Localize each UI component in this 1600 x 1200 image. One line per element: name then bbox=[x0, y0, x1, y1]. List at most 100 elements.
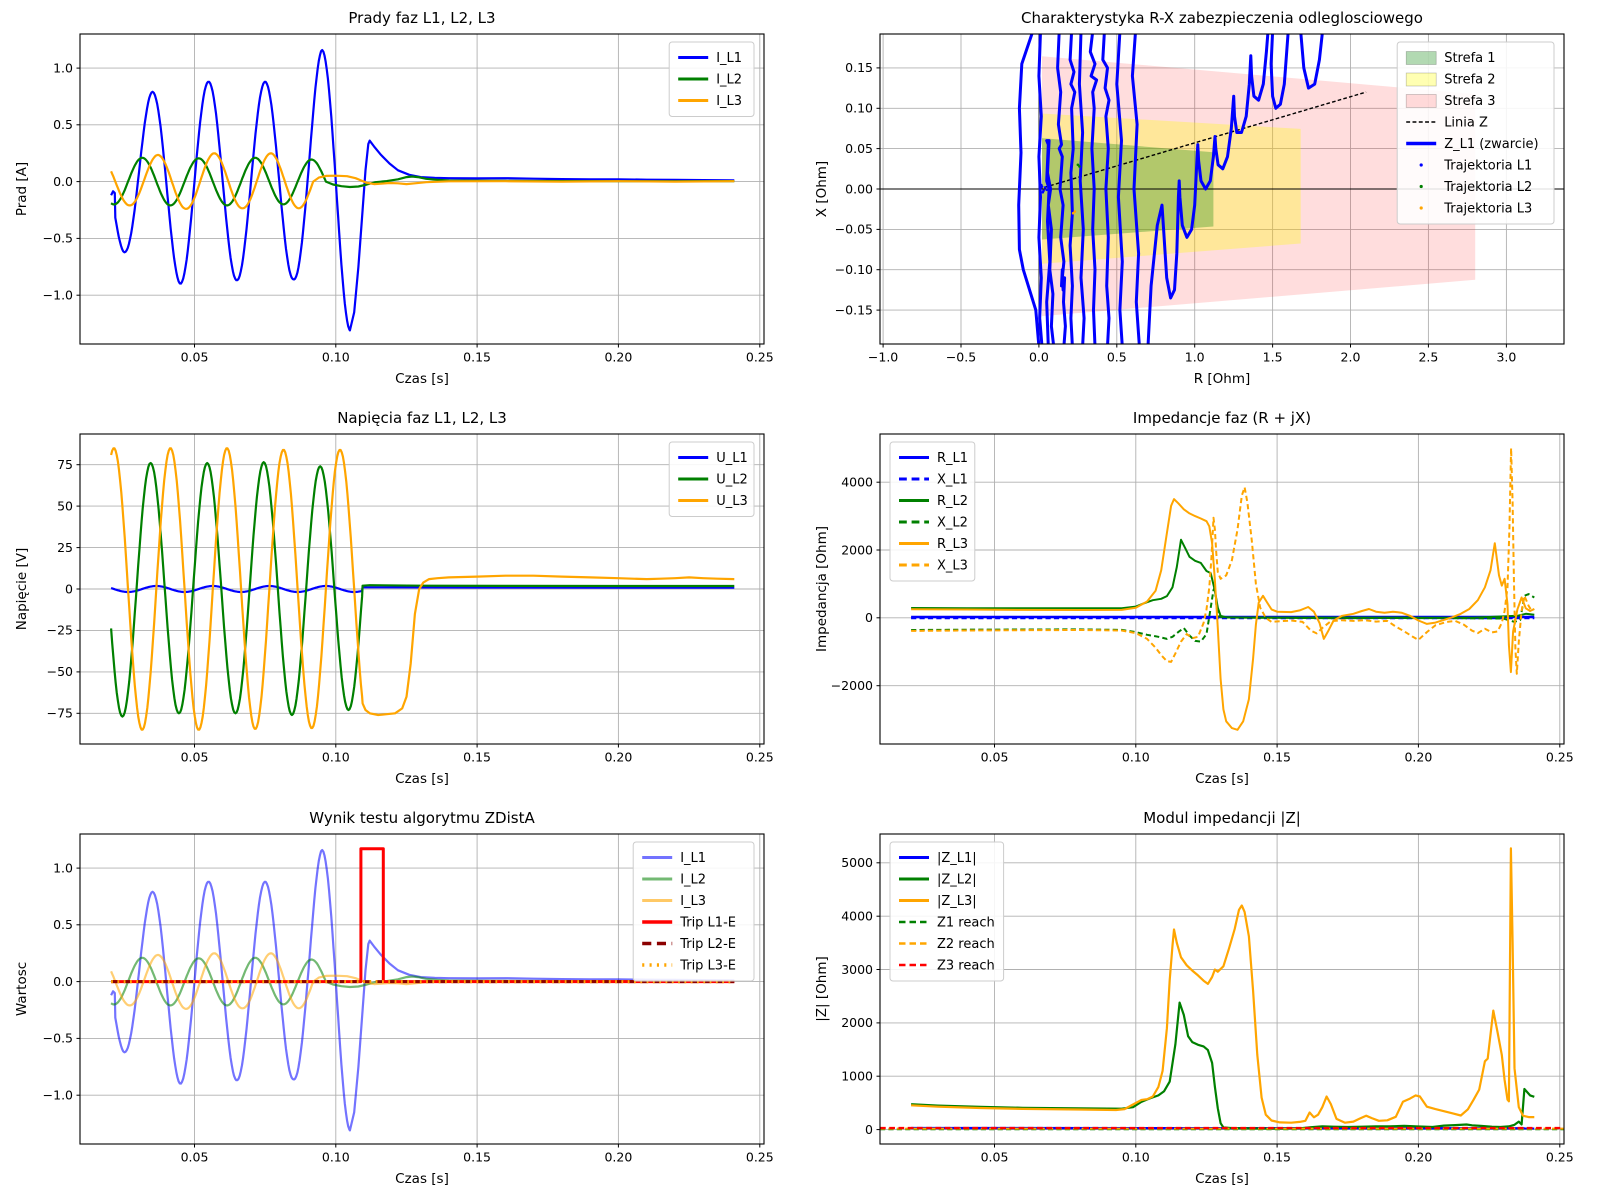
series-trajektoria-l3 bbox=[1071, 210, 1077, 215]
tick-label-y: 0 bbox=[65, 581, 73, 596]
legend-label: I_L2 bbox=[680, 873, 706, 888]
legend-label: I_L1 bbox=[716, 51, 742, 66]
legend-label: R_L2 bbox=[937, 494, 968, 509]
y-axis-label: Napięcie [V] bbox=[14, 548, 30, 631]
tick-label-y: 4000 bbox=[841, 909, 873, 924]
legend-label: Z3 reach bbox=[937, 959, 995, 974]
tick-label-x: 0.25 bbox=[746, 750, 774, 765]
tick-label-x: 0.20 bbox=[1404, 1150, 1432, 1165]
legend-label: Z_L1 (zwarcie) bbox=[1444, 137, 1538, 152]
tick-label-x: 2.5 bbox=[1418, 350, 1438, 365]
legend-box bbox=[889, 841, 1005, 982]
tick-labels: 0.05 0.10 0.15 0.20 0.25 −2000 0 2000 4000 bbox=[831, 475, 1574, 765]
tick-label-y: 0.00 bbox=[845, 181, 873, 196]
subplot-impedancje: 0.05 0.10 0.15 0.20 0.25 −2000 0 2000 4000 Czas [… bbox=[800, 400, 1600, 800]
plot-area bbox=[880, 34, 1564, 344]
legend-patch bbox=[1405, 94, 1437, 108]
legend-marker bbox=[1419, 184, 1423, 189]
legend-label: Strefa 2 bbox=[1444, 73, 1495, 88]
legend-label: I_L2 bbox=[716, 73, 742, 88]
plot-area bbox=[110, 48, 735, 332]
legend-label: Trip L1-E bbox=[679, 916, 736, 931]
tick-label-y: −25 bbox=[47, 623, 73, 638]
tick-label-y: 0.5 bbox=[53, 117, 73, 132]
tick-label-x: 0.10 bbox=[322, 350, 350, 365]
tick-labels: 0.05 0.10 0.15 0.20 0.25 −75 −50 −25 0 25 50 75 bbox=[47, 457, 774, 765]
series-i_l2 bbox=[110, 156, 735, 207]
legend-label: X_L2 bbox=[937, 516, 968, 531]
y-axis-label: Prad [A] bbox=[14, 162, 30, 216]
series-i_l2 bbox=[110, 956, 735, 1007]
y-axis-label: |Z| [Ohm] bbox=[814, 956, 830, 1022]
axes-spines bbox=[79, 833, 765, 1145]
plot-title: Napięcia faz L1, L2, L3 bbox=[337, 409, 507, 427]
series-trajektoria-l2 bbox=[1076, 163, 1081, 168]
plot-area bbox=[911, 447, 1535, 731]
legend-box bbox=[632, 841, 755, 982]
tick-label-x: 0.25 bbox=[1546, 1150, 1574, 1165]
legend-label: Strefa 1 bbox=[1444, 51, 1495, 66]
plot-title: Charakterystyka R-X zabezpieczenia odleg… bbox=[1021, 9, 1423, 27]
scatter-point bbox=[1043, 186, 1047, 189]
tick-label-x: 0.25 bbox=[746, 350, 774, 365]
scatter-point bbox=[1040, 183, 1043, 187]
series-i_l3 bbox=[110, 152, 735, 210]
tick-label-x: 0.05 bbox=[181, 1150, 209, 1165]
series-|z_l3| bbox=[911, 847, 1535, 1124]
legend-label: X_L3 bbox=[937, 559, 968, 574]
legend: |Z_L1| |Z_L2| |Z_L3| Z1 reach Z2 reach Z3 rea… bbox=[889, 841, 1005, 982]
scatter-point bbox=[1045, 188, 1048, 192]
tick-label-x: 0.05 bbox=[181, 750, 209, 765]
legend-box bbox=[889, 441, 976, 582]
tick-label-x: 0.10 bbox=[1122, 750, 1150, 765]
legend-label: U_L3 bbox=[716, 494, 748, 509]
tick-label-x: 1.0 bbox=[1185, 350, 1205, 365]
legend-label: Trajektoria L1 bbox=[1443, 159, 1532, 174]
legend-label: Trajektoria L2 bbox=[1443, 180, 1532, 195]
tick-label-y: −0.05 bbox=[835, 222, 873, 237]
plot-background bbox=[0, 0, 800, 400]
tick-label-y: 2000 bbox=[841, 1015, 873, 1030]
subplot-zdista-cell: 0.05 0.10 0.15 0.20 0.25 −1.0 −0.5 0.0 0.5 1.0 Cza… bbox=[0, 800, 800, 1200]
tick-label-x: 0.05 bbox=[181, 350, 209, 365]
subplot-impedancje-cell: 0.05 0.10 0.15 0.20 0.25 −2000 0 2000 4000 Czas [… bbox=[800, 400, 1600, 800]
series-x_l3 bbox=[911, 447, 1535, 675]
tick-label-y: 4000 bbox=[841, 475, 873, 490]
tick-label-x: 1.5 bbox=[1263, 350, 1283, 365]
subplot-zdista: 0.05 0.10 0.15 0.20 0.25 −1.0 −0.5 0.0 0.5 1.0 Cza… bbox=[0, 800, 800, 1200]
legend-label: Z2 reach bbox=[937, 937, 995, 952]
tick-label-y: 0.15 bbox=[845, 60, 873, 75]
legend-box bbox=[1396, 41, 1555, 225]
tick-label-x: 0.15 bbox=[463, 350, 491, 365]
tick-labels: 0.05 0.10 0.15 0.20 0.25 0 1000 2000 3000 4000 500… bbox=[841, 855, 1574, 1164]
legend: I_L1 I_L2 I_L3 Trip L1-E Trip L2-E Trip L3-E bbox=[632, 841, 755, 982]
tick-label-y: 3000 bbox=[841, 962, 873, 977]
tick-label-y: −0.5 bbox=[43, 231, 73, 246]
tick-label-y: −1.0 bbox=[43, 1088, 73, 1103]
tick-label-x: 0.05 bbox=[981, 1150, 1009, 1165]
tick-label-x: 0.20 bbox=[604, 1150, 632, 1165]
scatter-point bbox=[1071, 211, 1075, 215]
tick-label-x: 2.0 bbox=[1341, 350, 1361, 365]
y-axis-label: Wartosc bbox=[14, 962, 30, 1016]
legend-label: Strefa 3 bbox=[1444, 94, 1495, 109]
tick-label-y: 0.0 bbox=[53, 974, 73, 989]
x-axis-label: Czas [s] bbox=[1195, 1171, 1249, 1187]
subplot-modul-z: 0.05 0.10 0.15 0.20 0.25 0 1000 2000 3000 4000 500… bbox=[800, 800, 1600, 1200]
tick-label-x: −0.5 bbox=[946, 350, 976, 365]
x-axis-label: Czas [s] bbox=[395, 1171, 449, 1187]
tick-label-y: 1000 bbox=[841, 1069, 873, 1084]
tick-label-x: 0.10 bbox=[1122, 1150, 1150, 1165]
legend-label: Linia Z bbox=[1444, 116, 1488, 131]
tick-label-y: 0.5 bbox=[53, 917, 73, 932]
legend-label: |Z_L1| bbox=[937, 851, 977, 866]
plot-background bbox=[0, 400, 800, 800]
x-axis-label: R [Ohm] bbox=[1194, 371, 1251, 387]
scatter-point bbox=[1073, 210, 1077, 213]
tick-labels: 0.05 0.10 0.15 0.20 0.25 −1.0 −0.5 0.0 0.5 1.0 bbox=[43, 860, 774, 1164]
x-axis-label: Czas [s] bbox=[395, 371, 449, 387]
plot-area bbox=[880, 847, 1564, 1131]
x-axis-label: Czas [s] bbox=[1195, 771, 1249, 787]
plot-title: Wynik testu algorytmu ZDistA bbox=[309, 809, 535, 827]
